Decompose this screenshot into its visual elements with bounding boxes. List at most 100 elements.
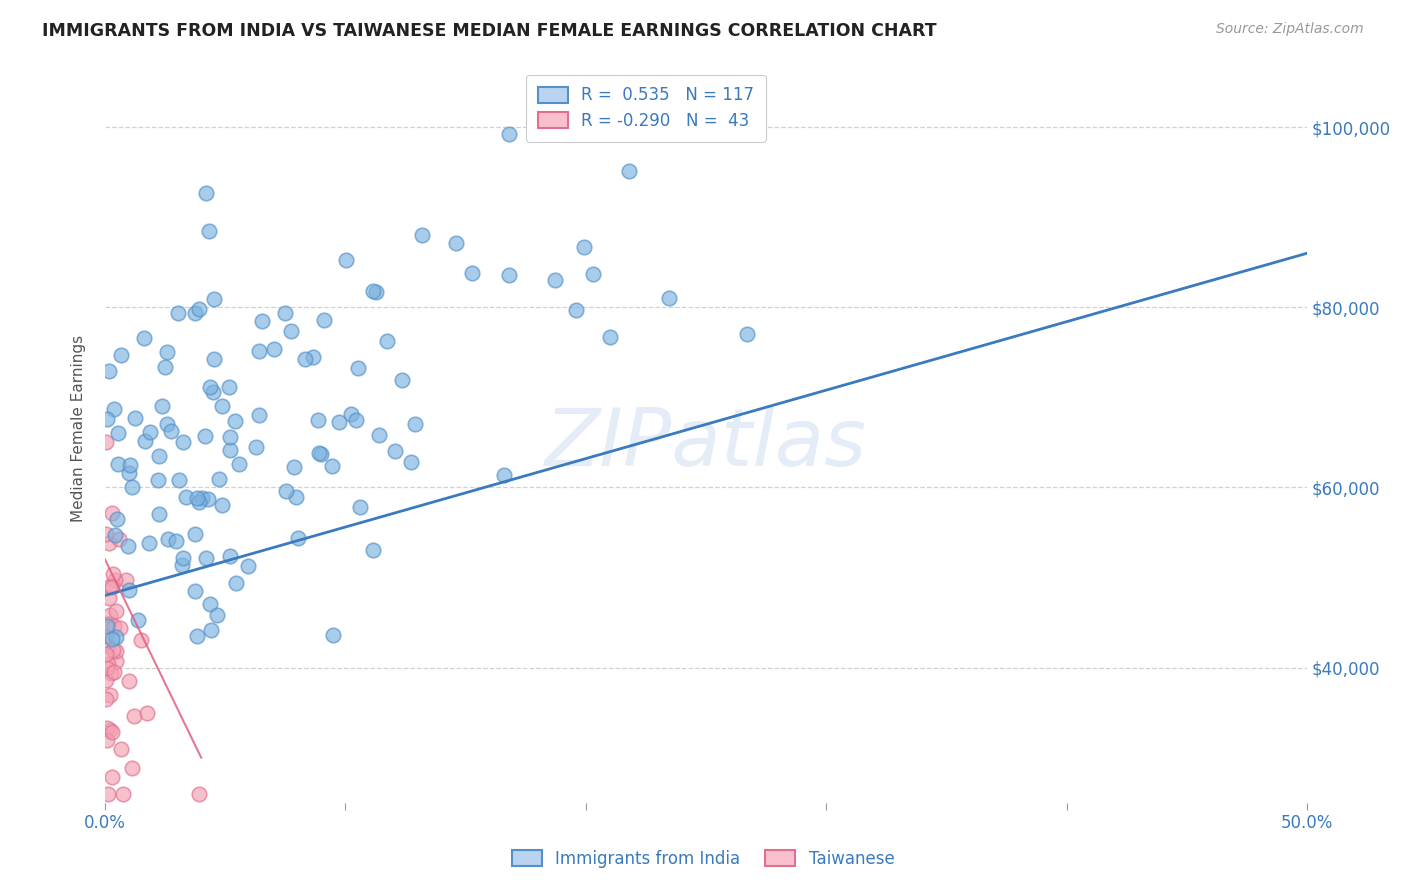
Point bbox=[98, 536, 121, 550]
Point bbox=[735, 326, 758, 341]
Point bbox=[110, 348, 132, 362]
Point bbox=[153, 360, 176, 375]
Point bbox=[391, 373, 413, 387]
Point bbox=[101, 632, 124, 646]
Point bbox=[492, 467, 515, 482]
Point bbox=[96, 619, 118, 633]
Point bbox=[263, 342, 285, 356]
Point bbox=[211, 399, 233, 413]
Point bbox=[344, 413, 367, 427]
Point bbox=[105, 604, 128, 618]
Point bbox=[100, 665, 122, 680]
Point bbox=[94, 692, 117, 706]
Point bbox=[188, 787, 211, 801]
Point bbox=[194, 429, 217, 443]
Point bbox=[349, 500, 371, 515]
Point bbox=[411, 227, 433, 242]
Point bbox=[103, 665, 125, 679]
Point bbox=[150, 400, 173, 414]
Point bbox=[156, 344, 179, 359]
Point bbox=[328, 415, 350, 429]
Point bbox=[100, 506, 122, 520]
Point bbox=[200, 623, 222, 637]
Point bbox=[135, 706, 157, 720]
Point bbox=[245, 441, 267, 455]
Point bbox=[197, 492, 219, 507]
Point bbox=[307, 413, 329, 427]
Point bbox=[202, 292, 225, 306]
Point bbox=[544, 273, 567, 287]
Point bbox=[104, 573, 127, 587]
Point bbox=[98, 723, 121, 738]
Point bbox=[121, 480, 143, 494]
Point bbox=[94, 527, 117, 541]
Point bbox=[124, 411, 146, 425]
Point bbox=[404, 417, 426, 431]
Point bbox=[498, 268, 520, 282]
Point bbox=[169, 473, 191, 487]
Point bbox=[172, 551, 194, 566]
Point bbox=[322, 628, 344, 642]
Point bbox=[184, 527, 207, 541]
Point bbox=[165, 534, 187, 549]
Point bbox=[96, 435, 118, 450]
Point bbox=[280, 324, 302, 338]
Point bbox=[252, 314, 274, 328]
Y-axis label: Median Female Earnings: Median Female Earnings bbox=[72, 335, 86, 523]
Point bbox=[572, 240, 595, 254]
Point bbox=[101, 580, 124, 594]
Point bbox=[187, 495, 209, 509]
Point bbox=[103, 618, 125, 632]
Point bbox=[107, 425, 129, 440]
Point bbox=[444, 236, 467, 251]
Point bbox=[283, 460, 305, 475]
Point bbox=[167, 306, 190, 320]
Point bbox=[112, 787, 135, 801]
Point bbox=[98, 591, 121, 605]
Point bbox=[375, 334, 398, 348]
Point bbox=[105, 643, 128, 657]
Point bbox=[129, 633, 152, 648]
Point bbox=[170, 558, 193, 572]
Point bbox=[122, 708, 145, 723]
Point bbox=[308, 446, 330, 460]
Point bbox=[148, 508, 170, 522]
Point bbox=[117, 539, 139, 553]
Point bbox=[104, 654, 127, 668]
Legend: Immigrants from India, Taiwanese: Immigrants from India, Taiwanese bbox=[505, 844, 901, 875]
Point bbox=[96, 412, 118, 426]
Text: IMMIGRANTS FROM INDIA VS TAIWANESE MEDIAN FEMALE EARNINGS CORRELATION CHART: IMMIGRANTS FROM INDIA VS TAIWANESE MEDIA… bbox=[42, 22, 936, 40]
Point bbox=[384, 444, 406, 458]
Point bbox=[224, 414, 246, 428]
Point bbox=[108, 532, 131, 546]
Point bbox=[98, 579, 121, 593]
Point bbox=[186, 629, 208, 643]
Point bbox=[202, 352, 225, 367]
Point bbox=[118, 458, 141, 473]
Point bbox=[94, 629, 117, 643]
Point bbox=[174, 490, 197, 504]
Point bbox=[97, 787, 120, 801]
Point bbox=[96, 661, 118, 675]
Legend: R =  0.535   N = 117, R = -0.290   N =  43: R = 0.535 N = 117, R = -0.290 N = 43 bbox=[526, 75, 766, 142]
Point bbox=[195, 186, 218, 200]
Point bbox=[97, 616, 120, 631]
Point bbox=[218, 443, 240, 458]
Text: Source: ZipAtlas.com: Source: ZipAtlas.com bbox=[1216, 22, 1364, 37]
Point bbox=[599, 330, 621, 344]
Point bbox=[97, 639, 120, 653]
Point bbox=[98, 364, 121, 378]
Point bbox=[146, 473, 169, 487]
Point bbox=[110, 742, 132, 756]
Point bbox=[184, 306, 207, 320]
Point bbox=[134, 434, 156, 448]
Point bbox=[498, 127, 520, 141]
Point bbox=[105, 631, 128, 645]
Point bbox=[108, 621, 131, 635]
Point bbox=[121, 761, 143, 775]
Point bbox=[97, 657, 120, 671]
Point bbox=[225, 576, 247, 591]
Point bbox=[94, 673, 117, 688]
Point bbox=[366, 285, 388, 299]
Point bbox=[617, 164, 640, 178]
